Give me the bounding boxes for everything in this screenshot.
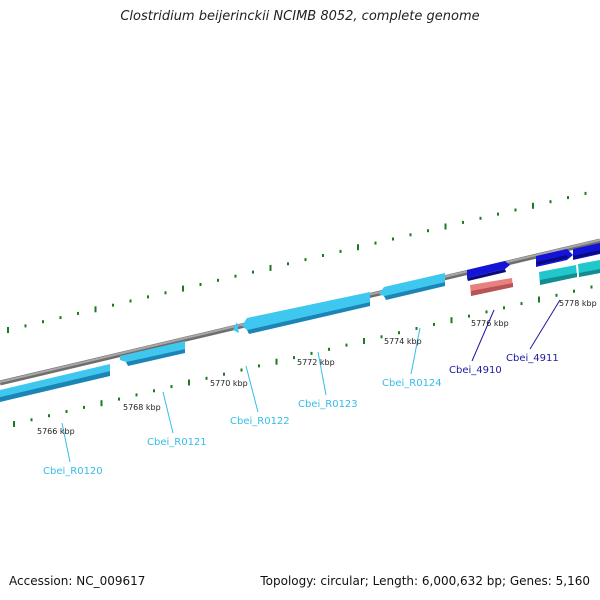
callout-line [471, 309, 495, 362]
callout-line [162, 391, 174, 434]
gene-label-cbei-r0120[interactable]: Cbei_R0120 [43, 466, 103, 477]
gene-label-cbei-r0122[interactable]: Cbei_R0122 [230, 416, 290, 427]
gene-arrow-cbei-r0122[interactable] [233, 292, 370, 334]
gene-label-cbei-4911[interactable]: Cbei_4911 [506, 353, 559, 364]
callout-line [61, 422, 71, 463]
feature-track [0, 243, 600, 402]
callout-line [529, 299, 561, 350]
gene-arrow-cbei-r0123[interactable] [379, 273, 445, 300]
gene-label-cbei-r0121[interactable]: Cbei_R0121 [147, 437, 207, 448]
genome-summary-text: Topology: circular; Length: 6,000,632 bp… [260, 574, 590, 588]
pink-feature[interactable] [470, 278, 513, 296]
gene-label-cbei-r0123[interactable]: Cbei_R0123 [298, 399, 358, 410]
gene-callouts: Cbei_R0120 Cbei_R0121 Cbei_R0122 Cbei_R0123… [43, 299, 561, 477]
gene-label-cbei-4910[interactable]: Cbei_4910 [449, 365, 502, 376]
accession-text: Accession: NC_009617 [9, 574, 146, 588]
gene-arrow-cbei-4911[interactable] [536, 243, 600, 267]
map-title: Clostridium beijerinckii NCIMB 8052, com… [120, 9, 480, 24]
inner-tick-row [13, 285, 593, 427]
gene-arrow-cbei-r0120[interactable] [0, 364, 110, 402]
gene-label-cbei-r0124[interactable]: Cbei_R0124 [382, 378, 442, 389]
kbp-label: 5772 kbp [297, 358, 335, 367]
kbp-label: 5778 kbp [559, 299, 597, 308]
kbp-label: 5774 kbp [384, 337, 422, 346]
teal-feature[interactable] [539, 260, 600, 285]
callout-line [317, 351, 327, 396]
gene-arrow-cbei-4910[interactable] [467, 261, 510, 281]
kbp-label: 5766 kbp [37, 427, 75, 436]
kbp-label: 5776 kbp [471, 319, 509, 328]
callout-line [245, 365, 259, 413]
outer-tick-row [7, 191, 587, 333]
scale-labels: 5766 kbp 5768 kbp 5770 kbp 5772 kbp 5774 kbp… [37, 299, 597, 436]
kbp-label: 5768 kbp [123, 403, 161, 412]
kbp-label: 5770 kbp [210, 379, 248, 388]
callout-line [410, 327, 421, 375]
gene-arrow-cbei-r0121[interactable] [120, 341, 185, 366]
